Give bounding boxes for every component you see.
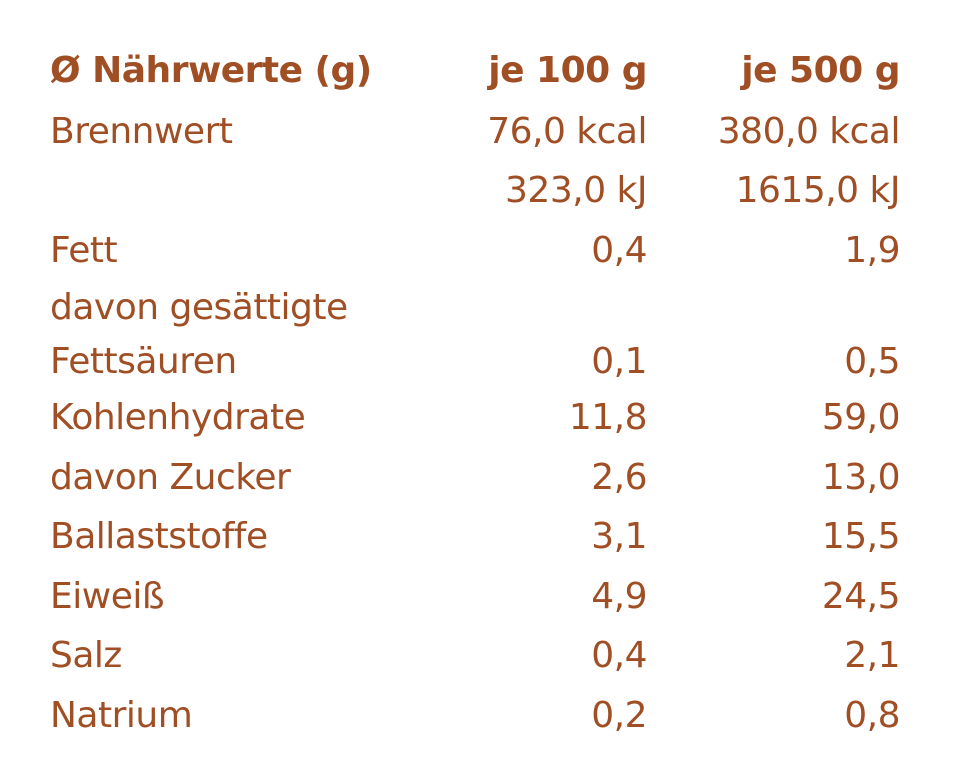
row-label: davon Zucker — [50, 456, 291, 498]
header-per-500g: je 500 g — [741, 50, 900, 91]
row-carbohydrates: Kohlenhydrate 11,8 59,0 — [50, 389, 901, 449]
row-label: Natrium — [50, 694, 193, 736]
row-sugar: davon Zucker 2,6 13,0 — [50, 448, 901, 508]
row-label: Fett — [50, 229, 118, 271]
header-per-100g: je 100 g — [488, 50, 647, 91]
row-label: Ballaststoffe — [50, 516, 268, 558]
value-per-500g: 0,5 — [844, 340, 900, 382]
row-protein: Eiweiß 4,9 24,5 — [50, 567, 901, 627]
value-per-100g: 0,4 — [591, 229, 647, 271]
header-nutrients-label: Ø Nährwerte (g) — [50, 50, 372, 91]
value-per-100g: 2,6 — [591, 456, 647, 498]
row-label: davon gesättigte — [50, 286, 348, 328]
value-per-500g: 13,0 — [821, 456, 901, 498]
table-header: Ø Nährwerte (g) je 100 g je 500 g — [50, 44, 901, 98]
value-per-500g: 0,8 — [844, 694, 900, 736]
row-label: Fettsäuren — [50, 340, 237, 382]
row-energy-kj: 323,0 kJ 1615,0 kJ — [50, 162, 900, 222]
row-label: Eiweiß — [50, 575, 165, 617]
value-per-100g: 3,1 — [591, 516, 647, 558]
row-label: Kohlenhydrate — [50, 397, 306, 439]
value-per-100g: 323,0 kJ — [505, 170, 647, 212]
row-label: Brennwert — [50, 110, 233, 152]
value-per-100g: 11,8 — [568, 397, 648, 439]
value-per-100g: 0,4 — [591, 635, 647, 677]
row-label: Salz — [50, 635, 122, 677]
row-saturated-fat-line2: Fettsäuren 0,1 0,5 — [50, 335, 901, 389]
value-per-500g: 1615,0 kJ — [735, 170, 901, 212]
nutrition-table: Ø Nährwerte (g) je 100 g je 500 g Brennw… — [50, 44, 901, 746]
row-fat: Fett 0,4 1,9 — [50, 221, 901, 281]
row-saturated-fat-line1: davon gesättigte — [50, 281, 900, 335]
row-fiber: Ballaststoffe 3,1 15,5 — [50, 508, 901, 568]
value-per-500g: 380,0 kcal — [717, 110, 901, 152]
value-per-500g: 59,0 — [821, 397, 901, 439]
row-energy-kcal: Brennwert 76,0 kcal 380,0 kcal — [50, 102, 901, 162]
value-per-100g: 0,2 — [591, 694, 647, 736]
value-per-100g: 4,9 — [591, 575, 647, 617]
value-per-500g: 2,1 — [844, 635, 900, 677]
value-per-100g: 0,1 — [591, 340, 647, 382]
value-per-500g: 15,5 — [821, 516, 901, 558]
value-per-500g: 24,5 — [821, 575, 901, 617]
row-sodium: Natrium 0,2 0,8 — [50, 686, 901, 746]
value-per-500g: 1,9 — [844, 229, 900, 271]
row-salt: Salz 0,4 2,1 — [50, 627, 901, 687]
value-per-100g: 76,0 kcal — [487, 110, 647, 152]
